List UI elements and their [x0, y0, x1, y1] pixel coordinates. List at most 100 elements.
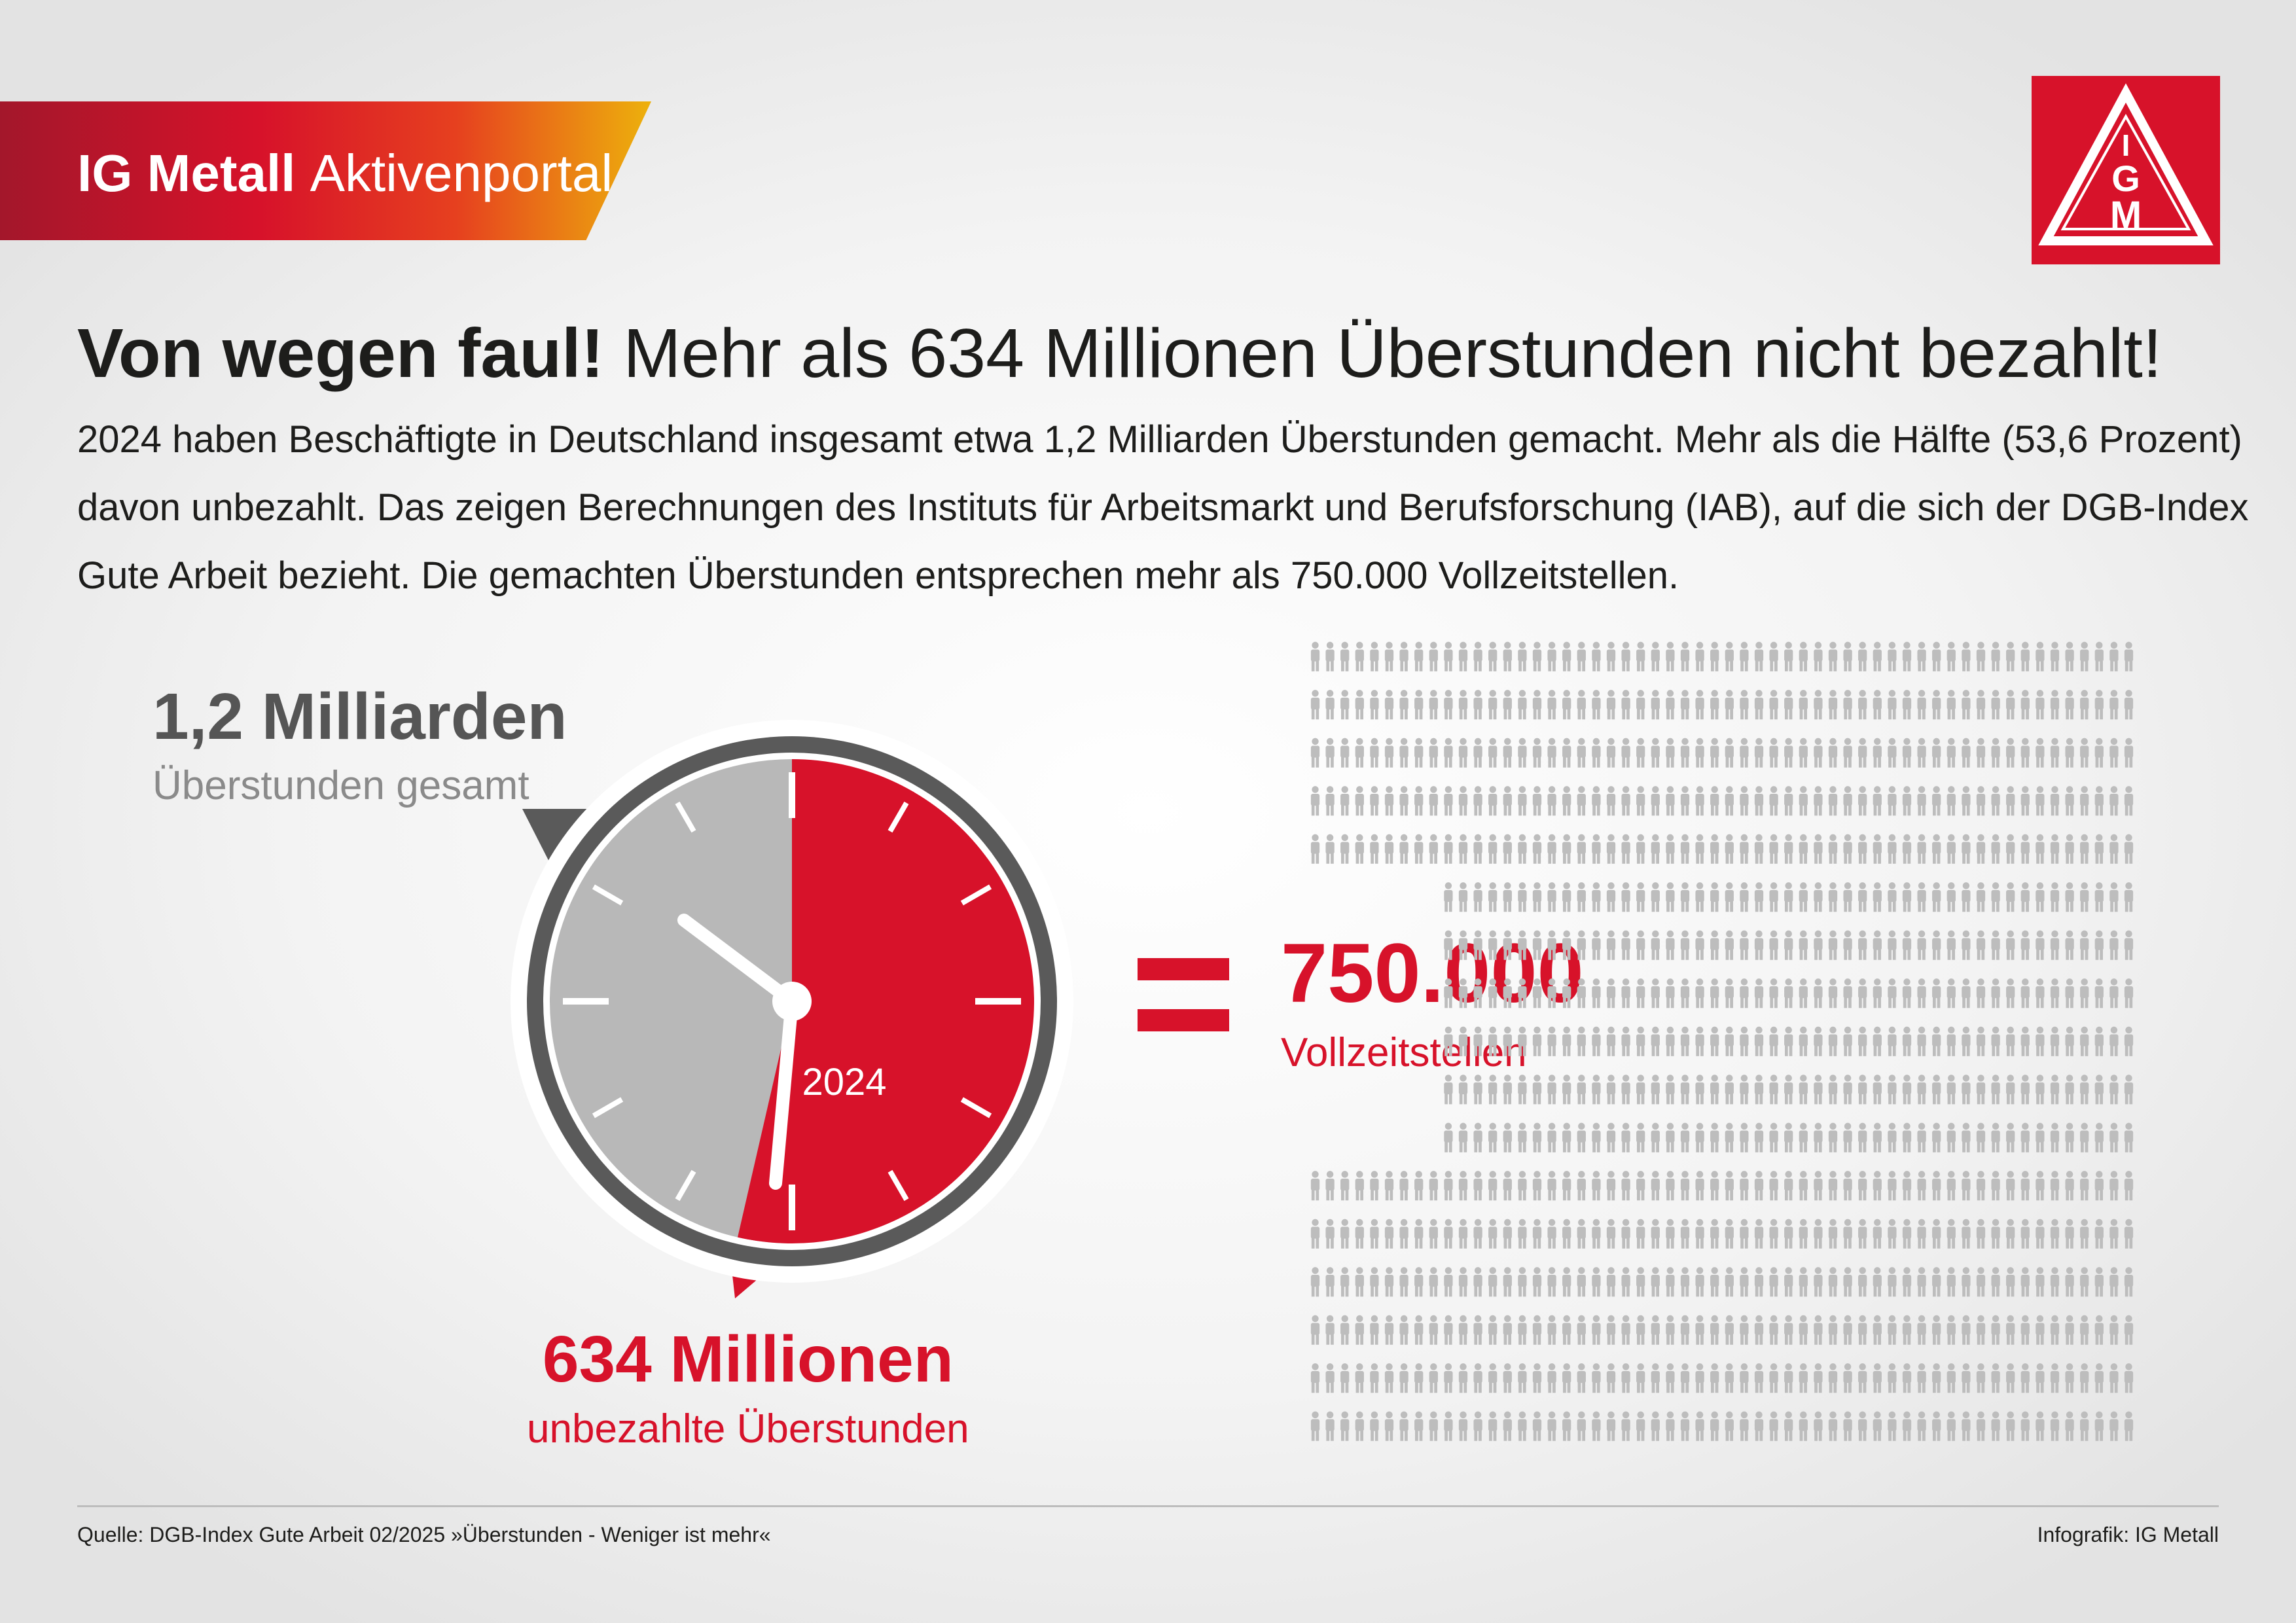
person-icon — [1547, 786, 1556, 816]
person-icon — [1991, 978, 2000, 1008]
person-icon — [1902, 1122, 1912, 1152]
person-icon — [2124, 1122, 2134, 1152]
person-icon — [2109, 786, 2119, 816]
person-icon — [1784, 1363, 1793, 1393]
person-icon — [1444, 1026, 1453, 1056]
person-icon — [1902, 738, 1912, 768]
person-icon — [1888, 690, 1897, 720]
person-icon — [1532, 738, 1542, 768]
person-icon — [1814, 882, 1823, 912]
person-icon — [1370, 1267, 1379, 1297]
person-icon — [1473, 1315, 1482, 1345]
person-icon — [2065, 1075, 2074, 1105]
person-icon — [1858, 1075, 1867, 1105]
person-icon — [1384, 1315, 1394, 1345]
person-icon — [1325, 834, 1335, 864]
person-icon — [1799, 738, 1808, 768]
person-icon — [1592, 690, 1601, 720]
person-icon — [1814, 1411, 1823, 1441]
person-icon — [1976, 882, 1986, 912]
clock-tick — [960, 1097, 992, 1118]
person-icon — [2036, 882, 2045, 912]
person-icon — [1858, 1026, 1867, 1056]
person-icon — [1325, 1219, 1335, 1249]
person-icon — [1814, 1219, 1823, 1249]
person-icon — [1621, 1411, 1630, 1441]
person-icon — [1518, 1075, 1527, 1105]
person-icon — [1547, 1411, 1556, 1441]
person-icon — [1503, 786, 1512, 816]
clock-tick — [675, 801, 696, 833]
person-icon — [1740, 690, 1749, 720]
person-icon — [1858, 1363, 1867, 1393]
person-icon — [1962, 1026, 1971, 1056]
person-icon — [1769, 641, 1778, 671]
person-icon — [1843, 1075, 1852, 1105]
person-icon — [1710, 1219, 1719, 1249]
person-icon — [2124, 1171, 2134, 1201]
person-icon — [1680, 1267, 1690, 1297]
person-icon — [1488, 1075, 1498, 1105]
person-icon — [2124, 882, 2134, 912]
person-icon — [1473, 978, 1482, 1008]
person-icon — [1414, 690, 1424, 720]
person-icon — [1532, 834, 1542, 864]
person-icon — [1946, 1267, 1956, 1297]
person-icon — [1340, 1219, 1350, 1249]
person-icon — [1976, 690, 1986, 720]
person-icon — [1976, 1075, 1986, 1105]
person-icon — [1888, 1219, 1897, 1249]
person-icon — [1695, 1267, 1704, 1297]
person-icon — [1873, 1122, 1882, 1152]
person-icon — [2094, 786, 2104, 816]
person-icon — [2094, 1219, 2104, 1249]
person-icon — [1843, 1315, 1852, 1345]
person-icon — [1458, 1219, 1468, 1249]
person-icon — [2036, 786, 2045, 816]
person-icon — [1710, 1315, 1719, 1345]
person-icon — [1710, 1363, 1719, 1393]
person-icon — [2094, 738, 2104, 768]
page-title: Von wegen faul! Mehr als 634 Millionen Ü… — [77, 308, 2162, 399]
person-icon — [1532, 1026, 1542, 1056]
person-icon — [1991, 1075, 2000, 1105]
person-icon — [1784, 1026, 1793, 1056]
person-icon — [1547, 690, 1556, 720]
person-icon — [1636, 1411, 1645, 1441]
person-icon — [1562, 1026, 1571, 1056]
person-icon — [1976, 1219, 1986, 1249]
person-icon — [2080, 1122, 2089, 1152]
person-icon — [1873, 834, 1882, 864]
logo-letter-m: M — [2110, 194, 2142, 236]
person-icon — [1414, 834, 1424, 864]
person-icon — [1621, 1315, 1630, 1345]
person-icon — [2109, 1171, 2119, 1201]
person-icon — [1429, 834, 1438, 864]
person-icon — [1888, 1411, 1897, 1441]
person-icon — [2050, 786, 2060, 816]
person-icon — [1473, 1267, 1482, 1297]
person-icon — [1976, 1267, 1986, 1297]
person-icon — [1355, 1411, 1364, 1441]
person-icon — [2094, 1363, 2104, 1393]
person-icon — [1828, 834, 1838, 864]
person-icon — [1946, 641, 1956, 671]
person-icon — [1725, 1363, 1734, 1393]
person-icon — [1754, 1075, 1764, 1105]
logo-letter-i: I — [2122, 128, 2130, 162]
person-icon — [2094, 978, 2104, 1008]
person-icon — [1429, 786, 1438, 816]
clock-tick — [888, 1169, 909, 1202]
person-icon — [1962, 641, 1971, 671]
person-icon — [2109, 834, 2119, 864]
person-icon — [1695, 1411, 1704, 1441]
person-icon — [2065, 834, 2074, 864]
person-icon — [1873, 1315, 1882, 1345]
person-icon — [1754, 882, 1764, 912]
person-icon — [2094, 834, 2104, 864]
person-icon — [1740, 1363, 1749, 1393]
portal-title: IG Metall Aktivenportal — [77, 141, 613, 206]
person-icon — [1902, 1315, 1912, 1345]
person-icon — [1621, 786, 1630, 816]
person-icon — [1577, 786, 1586, 816]
